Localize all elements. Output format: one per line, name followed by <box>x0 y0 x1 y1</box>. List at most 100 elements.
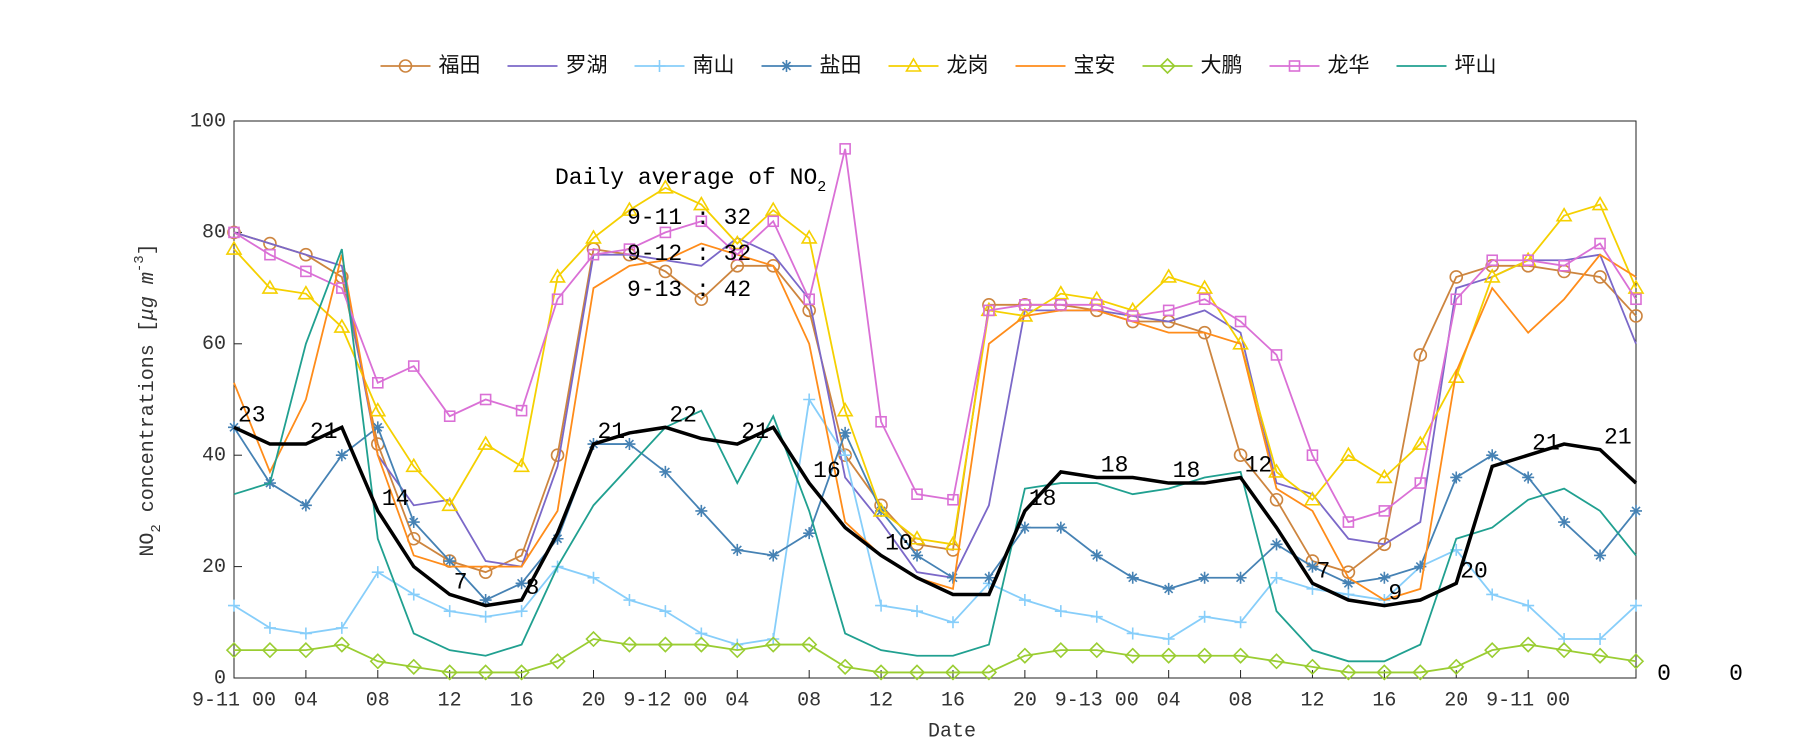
point <box>1268 653 1285 670</box>
point <box>1522 471 1535 484</box>
point <box>297 285 315 300</box>
point <box>767 215 780 228</box>
x-tick-label: 08 <box>366 689 390 712</box>
point <box>371 376 384 389</box>
point <box>1412 664 1429 681</box>
point <box>1483 268 1501 283</box>
point <box>803 293 815 306</box>
point <box>335 449 348 462</box>
point <box>1627 279 1645 294</box>
x-tick-label: 12 <box>438 689 462 712</box>
point <box>657 636 674 653</box>
point <box>911 605 924 618</box>
point <box>1340 446 1357 461</box>
point <box>780 60 793 72</box>
point <box>1594 237 1606 250</box>
point <box>1090 549 1103 562</box>
point <box>1198 610 1211 623</box>
point <box>839 426 852 439</box>
point <box>767 633 780 646</box>
point <box>980 664 998 681</box>
average-label: 22 <box>669 402 697 428</box>
point <box>443 605 456 618</box>
point <box>228 599 240 612</box>
point <box>803 527 816 540</box>
legend-label: 罗湖 <box>566 53 608 77</box>
legend-label: 大鹏 <box>1201 53 1243 77</box>
point <box>623 438 636 451</box>
average-label: 21 <box>741 419 769 445</box>
point <box>1016 647 1034 664</box>
point <box>947 493 959 506</box>
point <box>515 605 528 618</box>
x-tick-label: 20 <box>1444 689 1468 712</box>
point <box>836 402 854 417</box>
point <box>1270 571 1283 584</box>
y-axis-label: NO2 concentrations [μg m-3] <box>132 243 165 556</box>
series-line <box>233 425 1637 602</box>
legend-label: 坪山 <box>1455 53 1497 77</box>
point <box>1018 521 1031 534</box>
point <box>441 664 458 681</box>
point <box>515 577 528 590</box>
average-label: 18 <box>1101 453 1129 479</box>
point <box>1304 491 1321 506</box>
point <box>803 393 816 406</box>
series-line <box>233 397 1637 646</box>
point <box>1378 505 1391 517</box>
point <box>1414 477 1427 489</box>
point <box>765 636 782 653</box>
average-label: 21 <box>597 419 625 445</box>
point <box>731 638 744 651</box>
point <box>944 664 962 681</box>
point <box>764 201 782 216</box>
x-tick-label: 04 <box>294 689 318 712</box>
note-line: 9-13 : 42 <box>627 277 751 303</box>
point <box>1233 448 1248 463</box>
average-label: 20 <box>1460 558 1488 584</box>
point <box>479 393 492 406</box>
series-line <box>233 242 1637 602</box>
series-line <box>233 231 1637 579</box>
x-tick-label: 9-11 00 <box>192 689 276 712</box>
point <box>405 658 422 675</box>
point <box>1160 268 1178 283</box>
point <box>1555 207 1573 222</box>
point <box>1377 537 1392 552</box>
y-label-rest: concentrations [ <box>137 320 160 524</box>
point <box>875 415 887 428</box>
point <box>587 571 600 584</box>
y-tick-label: 100 <box>190 110 226 133</box>
point <box>1088 642 1105 659</box>
average-label: 21 <box>1532 430 1560 456</box>
point <box>479 610 492 623</box>
legend-label: 宝安 <box>1074 53 1116 77</box>
point <box>227 225 241 240</box>
point <box>729 642 746 659</box>
point <box>1018 594 1031 607</box>
point <box>515 404 528 417</box>
point <box>1162 633 1175 646</box>
y-label-sup: -3 <box>132 255 148 272</box>
point <box>371 421 384 434</box>
point <box>1160 647 1177 664</box>
point <box>299 627 312 640</box>
point <box>1090 610 1103 623</box>
x-tick-label: 16 <box>941 689 965 712</box>
point <box>623 243 636 255</box>
point <box>1342 577 1355 590</box>
point <box>1450 293 1463 306</box>
average-label: 21 <box>310 419 338 445</box>
point <box>800 229 818 244</box>
point <box>659 465 672 478</box>
point <box>1522 254 1534 267</box>
average-label: 7 <box>454 570 468 596</box>
point <box>443 410 456 423</box>
point <box>514 548 529 563</box>
point <box>479 594 492 607</box>
point <box>905 57 922 72</box>
point <box>407 516 420 529</box>
point <box>1342 516 1355 528</box>
x-tick-label: 04 <box>1157 689 1181 712</box>
point <box>549 268 566 283</box>
